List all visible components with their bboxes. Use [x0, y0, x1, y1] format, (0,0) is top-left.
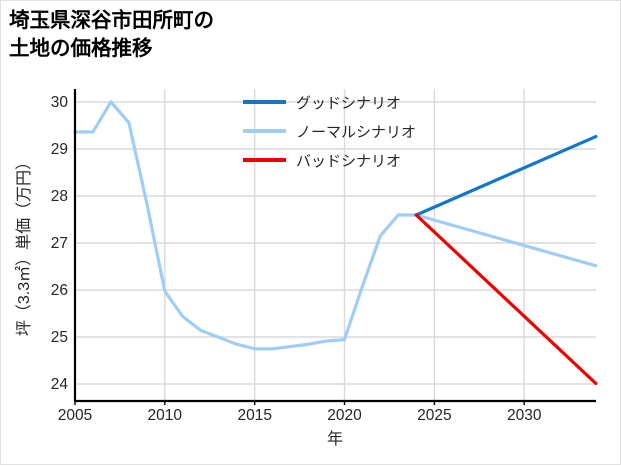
x-tick-label: 2015	[237, 407, 271, 424]
legend-label-bad: バッドシナリオ	[296, 153, 401, 170]
y-tick-label: 28	[51, 188, 68, 205]
x-tick-label: 2010	[148, 407, 183, 424]
y-tick-label: 30	[51, 94, 69, 111]
series-line-normal	[73, 100, 598, 351]
legend-label-good: グッドシナリオ	[296, 95, 401, 112]
y-tick-label: 25	[51, 329, 68, 346]
x-tick-label: 2030	[507, 407, 542, 424]
y-tick-label: 27	[51, 235, 68, 252]
chart-title-line-1: 埼玉県深谷市田所町の	[9, 8, 214, 32]
x-tick-label: 2025	[417, 407, 451, 424]
x-tick-label: 2005	[58, 407, 92, 424]
y-axis-title: 坪（3.3㎡）単価（万円）	[15, 154, 33, 336]
horizontal-gridlines	[75, 101, 596, 385]
x-tick-marks	[74, 401, 525, 405]
x-tick-label: 2020	[327, 407, 362, 424]
chart-legend: グッドシナリオ ノーマルシナリオ バッドシナリオ	[243, 95, 416, 170]
x-axis-title: 年	[327, 430, 343, 448]
legend-label-normal: ノーマルシナリオ	[296, 124, 416, 141]
y-axis-tick-labels: 24 25 26 27 28 29 30	[51, 94, 69, 393]
x-axis-tick-labels: 2005 2010 2015 2020 2025 2030	[58, 407, 542, 424]
chart-title-line-2: 土地の価格推移	[9, 36, 153, 60]
series-line-bad	[414, 213, 598, 386]
series-line-good	[414, 134, 598, 217]
y-tick-label: 24	[51, 376, 69, 393]
y-tick-label: 26	[51, 282, 68, 299]
y-tick-label: 29	[51, 141, 68, 158]
